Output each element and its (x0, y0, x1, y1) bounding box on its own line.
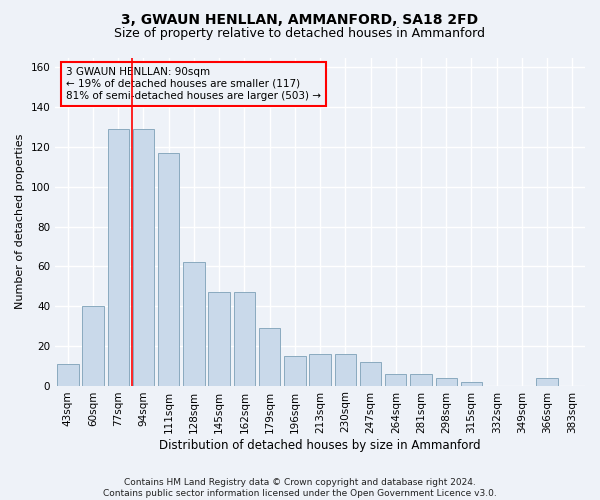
Bar (385, 374, 406, 386)
Bar (183, 262, 205, 386)
Bar (82, 306, 104, 386)
Text: Size of property relative to detached houses in Ammanford: Size of property relative to detached ho… (115, 28, 485, 40)
Bar (107, 129, 129, 386)
Bar (436, 378, 457, 386)
Text: Contains HM Land Registry data © Crown copyright and database right 2024.
Contai: Contains HM Land Registry data © Crown c… (103, 478, 497, 498)
Bar (310, 354, 331, 386)
Bar (57, 364, 79, 386)
Bar (158, 153, 179, 386)
Y-axis label: Number of detached properties: Number of detached properties (15, 134, 25, 309)
Bar (133, 129, 154, 386)
X-axis label: Distribution of detached houses by size in Ammanford: Distribution of detached houses by size … (159, 440, 481, 452)
Bar (335, 354, 356, 386)
Bar (536, 378, 558, 386)
Text: 3, GWAUN HENLLAN, AMMANFORD, SA18 2FD: 3, GWAUN HENLLAN, AMMANFORD, SA18 2FD (121, 12, 479, 26)
Bar (461, 382, 482, 386)
Bar (233, 292, 255, 386)
Bar (208, 292, 230, 386)
Bar (360, 362, 381, 386)
Bar (284, 356, 305, 386)
Bar (259, 328, 280, 386)
Text: 3 GWAUN HENLLAN: 90sqm
← 19% of detached houses are smaller (117)
81% of semi-de: 3 GWAUN HENLLAN: 90sqm ← 19% of detached… (66, 68, 321, 100)
Bar (410, 374, 432, 386)
